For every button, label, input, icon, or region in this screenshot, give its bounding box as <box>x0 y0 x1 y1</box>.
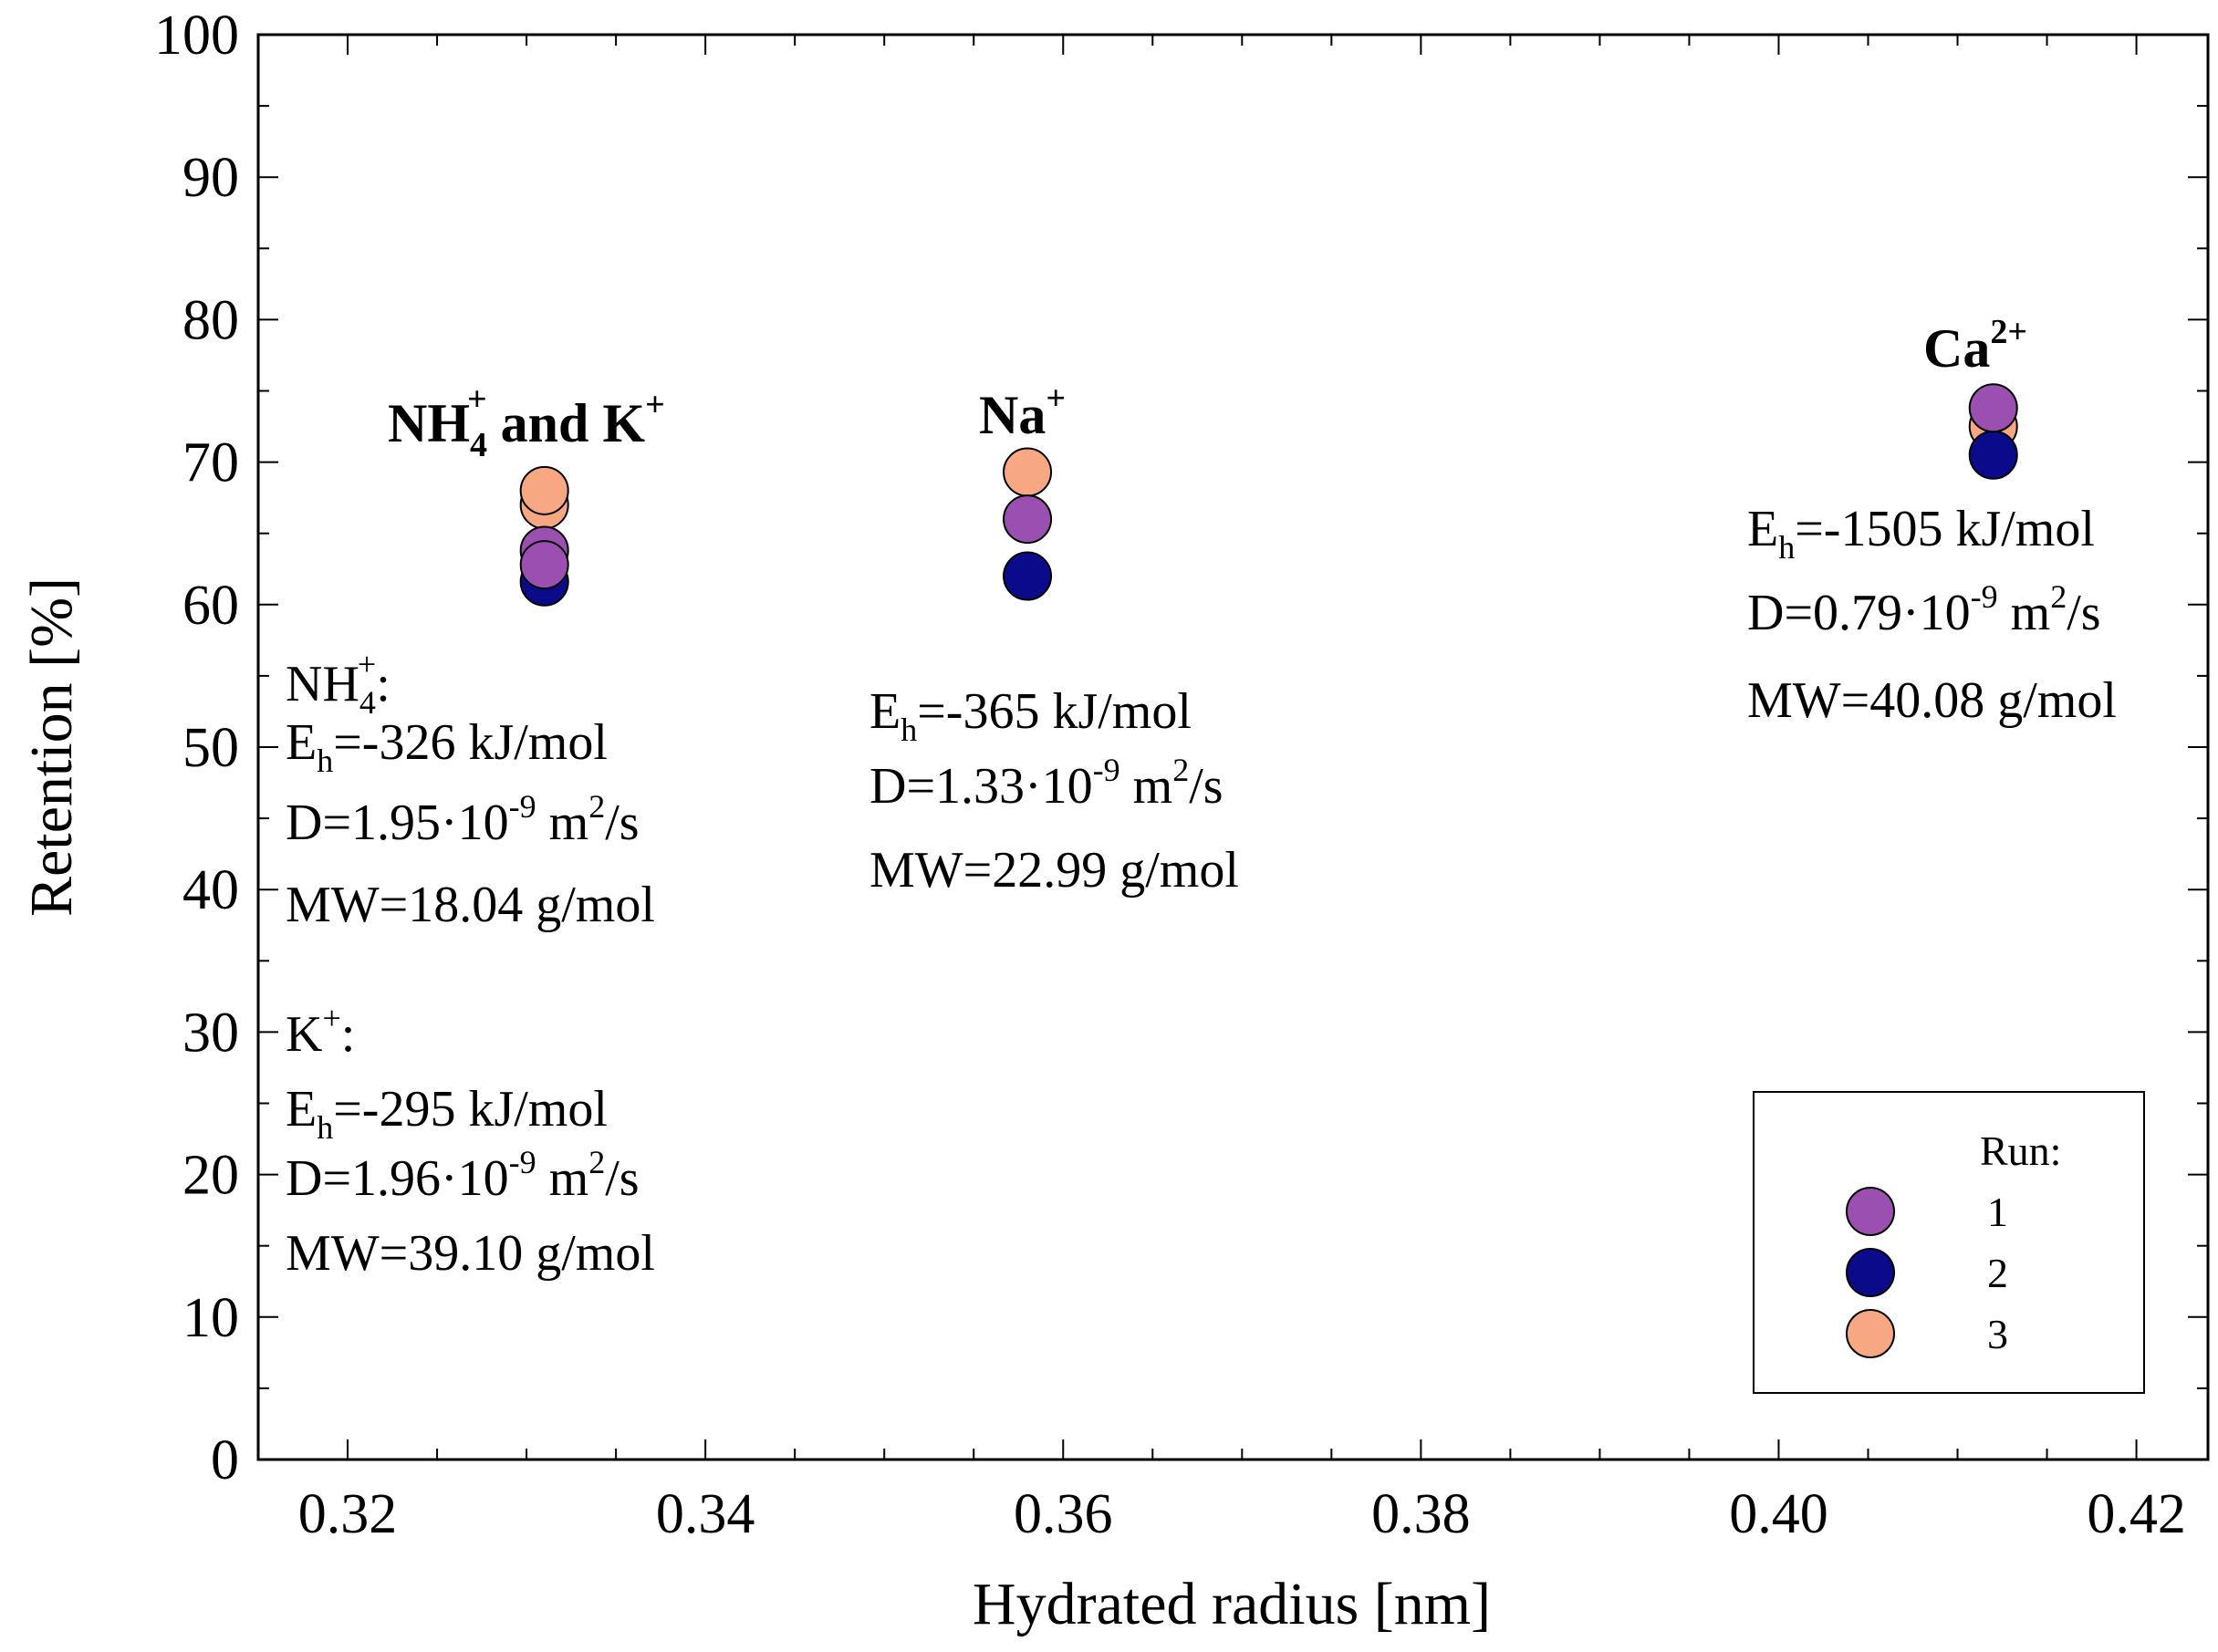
legend-label-run-1: 1 <box>1987 1189 2008 1235</box>
data-point-run-3 <box>519 465 569 515</box>
legend-marker-run-1 <box>1846 1187 1895 1236</box>
data-point-run-1 <box>1003 494 1053 545</box>
ca-molecular-weight: MW=40.08 g/mol <box>1747 672 2117 729</box>
x-tick-label: 0.40 <box>1729 1483 1828 1545</box>
x-tick-label: 0.32 <box>298 1483 398 1545</box>
x-tick-label: 0.42 <box>2087 1483 2186 1545</box>
data-point-run-1 <box>519 540 569 590</box>
na-hydration-energy: Eh=-365 kJ/mol <box>869 683 1192 748</box>
k-diffusivity: D=1.96·10-9 m2/s <box>286 1144 640 1207</box>
y-tick-label: 100 <box>154 5 239 67</box>
data-point-run-2 <box>1003 551 1053 601</box>
x-tick-label: 0.38 <box>1371 1483 1471 1545</box>
data-point-run-1 <box>1968 383 2018 433</box>
data-point-run-3 <box>1003 447 1053 497</box>
na-diffusivity: D=1.33·10-9 m2/s <box>869 752 1224 815</box>
x-tick-label: 0.34 <box>656 1483 755 1545</box>
ca-hydration-energy: Eh=-1505 kJ/mol <box>1747 501 2095 566</box>
nh4-diffusivity: D=1.95·10-9 m2/s <box>286 788 640 851</box>
ca-diffusivity: D=0.79·10-9 m2/s <box>1747 578 2101 641</box>
y-axis-title: Retention [%] <box>18 577 85 917</box>
legend: Run: 1 2 3 <box>1753 1091 2145 1394</box>
legend-marker-run-3 <box>1846 1309 1895 1358</box>
y-tick-label: 50 <box>182 717 239 779</box>
y-tick-label: 80 <box>182 289 239 351</box>
x-axis: 0.32 0.34 0.36 0.38 0.40 0.42 <box>257 35 2186 1545</box>
legend-label-run-2: 2 <box>1987 1250 2008 1296</box>
x-axis-title: Hydrated radius [nm] <box>973 1571 1491 1637</box>
nh4-molecular-weight: MW=18.04 g/mol <box>286 877 655 933</box>
y-tick-label: 10 <box>182 1287 239 1349</box>
y-tick-label: 90 <box>182 147 239 209</box>
ion-label-ca: Ca2+ <box>1923 313 2027 379</box>
legend-label-run-3: 3 <box>1987 1311 2008 1357</box>
ion-label-nh4-k: NH4+ and K+ <box>388 380 665 464</box>
x-tick-label: 0.36 <box>1014 1483 1113 1545</box>
ion-label-na: Na+ <box>979 379 1066 445</box>
legend-marker-run-2 <box>1846 1248 1895 1297</box>
y-tick-label: 30 <box>182 1002 239 1064</box>
y-tick-label: 70 <box>182 432 239 494</box>
legend-title: Run: <box>1980 1127 2061 1174</box>
k-heading: K+: <box>286 1000 355 1063</box>
na-molecular-weight: MW=22.99 g/mol <box>869 842 1239 899</box>
y-tick-label: 60 <box>182 575 239 637</box>
data-points <box>519 383 2018 607</box>
legend-box <box>1753 1091 2145 1394</box>
nh4-hydration-energy: Eh=-326 kJ/mol <box>286 714 608 779</box>
k-hydration-energy: Eh=-295 kJ/mol <box>286 1081 608 1146</box>
k-molecular-weight: MW=39.10 g/mol <box>286 1225 655 1282</box>
nh4-heading: NH4+: <box>286 646 390 721</box>
data-point-run-2 <box>1968 430 2018 480</box>
y-tick-label: 40 <box>182 859 239 921</box>
y-axis: 0 10 20 30 40 50 60 70 80 90 100 <box>154 5 2208 1491</box>
y-tick-label: 0 <box>211 1429 239 1491</box>
y-tick-label: 20 <box>182 1145 239 1207</box>
